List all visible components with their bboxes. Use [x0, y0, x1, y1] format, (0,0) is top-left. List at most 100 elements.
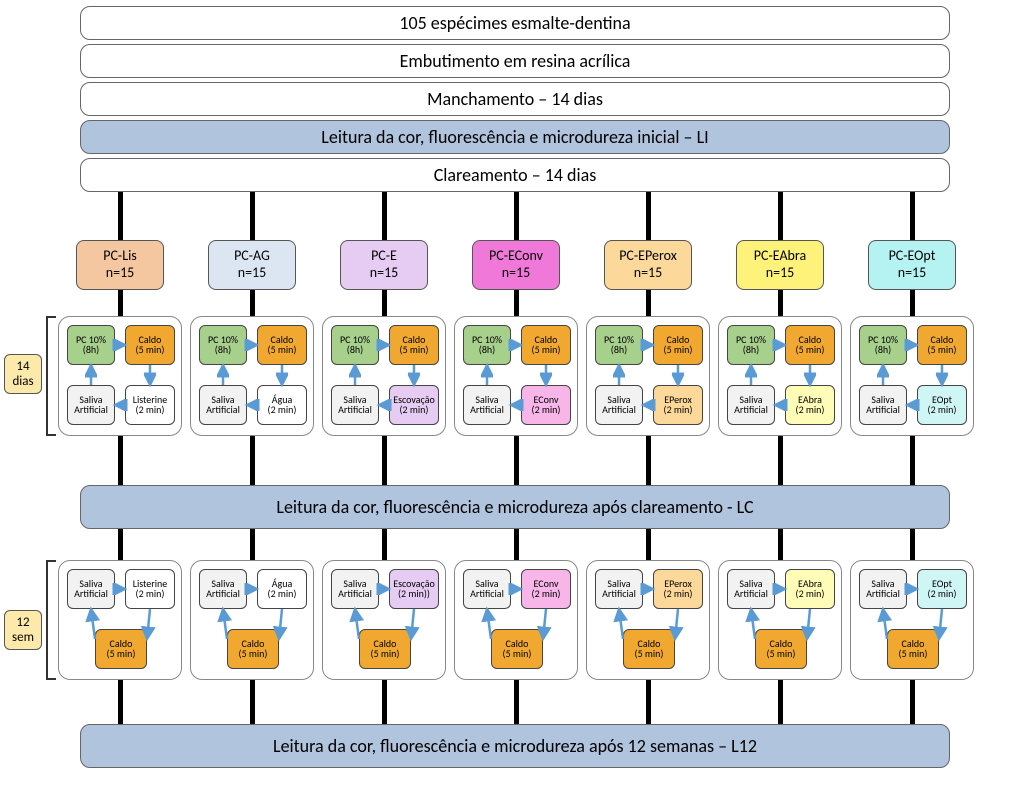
- connector: [382, 680, 387, 724]
- mini-caldo: Caldo (5 min): [257, 325, 307, 365]
- mini-caldo: Caldo (5 min): [521, 325, 571, 365]
- cycle1-g3: PC 10% (8h)Caldo (5 min)Saliva Artificia…: [322, 316, 446, 436]
- mini-pc: PC 10% (8h): [463, 325, 511, 365]
- connector: [514, 290, 519, 316]
- mini-pc: PC 10% (8h): [859, 325, 907, 365]
- banner-l12: Leitura da cor, fluorescência e microdur…: [80, 724, 950, 768]
- mini-caldo: Caldo (5 min): [359, 629, 411, 669]
- cycle1-g5: PC 10% (8h)Caldo (5 min)Saliva Artificia…: [586, 316, 710, 436]
- connector: [910, 290, 915, 316]
- connector: [910, 192, 915, 240]
- cycle1-g4: PC 10% (8h)Caldo (5 min)Saliva Artificia…: [454, 316, 578, 436]
- connector: [514, 680, 519, 724]
- mini-pc: PC 10% (8h): [67, 325, 115, 365]
- connector: [646, 192, 651, 240]
- group-header-g6: PC-EAbra n=15: [736, 240, 824, 290]
- bracket: [46, 316, 56, 318]
- mini-caldo: Caldo (5 min): [785, 325, 835, 365]
- cycle2-g7: Saliva ArtificialEOpt (2 min) Caldo (5 mi…: [850, 560, 974, 680]
- connector: [910, 436, 915, 485]
- mini-saliva: Saliva Artificial: [727, 385, 775, 425]
- connector: [382, 290, 387, 316]
- mini-treat: EPerox (2 min): [653, 569, 703, 609]
- bracket: [46, 434, 56, 436]
- mini-saliva: Saliva Artificial: [67, 385, 115, 425]
- mini-saliva: Saliva Artificial: [199, 569, 247, 609]
- mini-treat: Listerine (2 min): [125, 385, 175, 425]
- connector: [118, 192, 123, 240]
- mini-treat: EOpt (2 min): [917, 569, 967, 609]
- connector: [646, 436, 651, 485]
- side-label: 12 sem: [4, 610, 42, 650]
- cycle2-g1: Saliva ArtificialListerine (2 min)Caldo …: [58, 560, 182, 680]
- cycle2-g6: Saliva ArtificialEAbra (2 min)Caldo (5 m…: [718, 560, 842, 680]
- connector: [118, 436, 123, 485]
- mini-saliva: Saliva Artificial: [859, 569, 907, 609]
- mini-caldo: Caldo (5 min): [389, 325, 439, 365]
- mini-pc: PC 10% (8h): [727, 325, 775, 365]
- connector: [646, 680, 651, 724]
- connector: [778, 290, 783, 316]
- stage-s2: Embutimento em resina acrílica: [80, 44, 950, 78]
- group-header-g5: PC-EPerox n=15: [604, 240, 692, 290]
- mini-treat: Água (2 min): [257, 385, 307, 425]
- mini-caldo: Caldo (5 min): [227, 629, 279, 669]
- stage-s4: Leitura da cor, fluorescência e microdur…: [80, 120, 950, 154]
- cycle1-g6: PC 10% (8h)Caldo (5 min)Saliva Artificia…: [718, 316, 842, 436]
- mini-treat: EConv (2 min): [521, 385, 571, 425]
- cycle1-g7: PC 10% (8h)Caldo (5 min)Saliva Artificia…: [850, 316, 974, 436]
- mini-caldo: Caldo (5 min): [755, 629, 807, 669]
- connector: [382, 192, 387, 240]
- cycle2-g3: Saliva ArtificialEscovação (2 min)) Caldo…: [322, 560, 446, 680]
- stage-s5: Clareamento – 14 dias: [80, 158, 950, 192]
- group-header-g1: PC-Lis n=15: [76, 240, 164, 290]
- mini-saliva: Saliva Artificial: [859, 385, 907, 425]
- group-header-g3: PC-E n=15: [340, 240, 428, 290]
- mini-treat: EAbra (2 min): [785, 385, 835, 425]
- connector: [382, 436, 387, 485]
- bracket: [46, 678, 56, 680]
- mini-treat: EAbra (2 min): [785, 569, 835, 609]
- connector: [250, 436, 255, 485]
- connector: [910, 529, 915, 560]
- connector: [778, 680, 783, 724]
- connector: [250, 192, 255, 240]
- connector: [910, 680, 915, 724]
- mini-pc: PC 10% (8h): [595, 325, 643, 365]
- bracket: [46, 560, 48, 680]
- banner-lc: Leitura da cor, fluorescência e microdur…: [80, 485, 950, 529]
- mini-treat: EPerox (2 min): [653, 385, 703, 425]
- mini-caldo: Caldo (5 min): [623, 629, 675, 669]
- mini-saliva: Saliva Artificial: [331, 569, 379, 609]
- mini-treat: EOpt (2 min): [917, 385, 967, 425]
- mini-saliva: Saliva Artificial: [67, 569, 115, 609]
- side-label: 14 dias: [4, 354, 42, 394]
- stage-s3: Manchamento – 14 dias: [80, 82, 950, 116]
- mini-treat: EConv (2 min): [521, 569, 571, 609]
- mini-saliva: Saliva Artificial: [595, 569, 643, 609]
- cycle1-g1: PC 10% (8h)Caldo (5 min)Saliva Artificia…: [58, 316, 182, 436]
- connector: [514, 192, 519, 240]
- group-header-g2: PC-AG n=15: [208, 240, 296, 290]
- mini-pc: PC 10% (8h): [331, 325, 379, 365]
- group-header-g4: PC-EConv n=15: [472, 240, 560, 290]
- mini-saliva: Saliva Artificial: [595, 385, 643, 425]
- connector: [514, 436, 519, 485]
- mini-saliva: Saliva Artificial: [463, 569, 511, 609]
- connector: [382, 529, 387, 560]
- mini-treat: Escovação (2 min)): [389, 569, 439, 609]
- bracket: [46, 560, 56, 562]
- mini-treat: Listerine (2 min): [125, 569, 175, 609]
- group-header-g7: PC-EOpt n=15: [868, 240, 956, 290]
- mini-caldo: Caldo (5 min): [887, 629, 939, 669]
- connector: [250, 680, 255, 724]
- connector: [514, 529, 519, 560]
- connector: [250, 290, 255, 316]
- mini-treat: Água (2 min): [257, 569, 307, 609]
- cycle2-g4: Saliva ArtificialEConv (2 min)Caldo (5 m…: [454, 560, 578, 680]
- mini-saliva: Saliva Artificial: [199, 385, 247, 425]
- mini-caldo: Caldo (5 min): [653, 325, 703, 365]
- mini-caldo: Caldo (5 min): [917, 325, 967, 365]
- mini-pc: PC 10% (8h): [199, 325, 247, 365]
- connector: [778, 436, 783, 485]
